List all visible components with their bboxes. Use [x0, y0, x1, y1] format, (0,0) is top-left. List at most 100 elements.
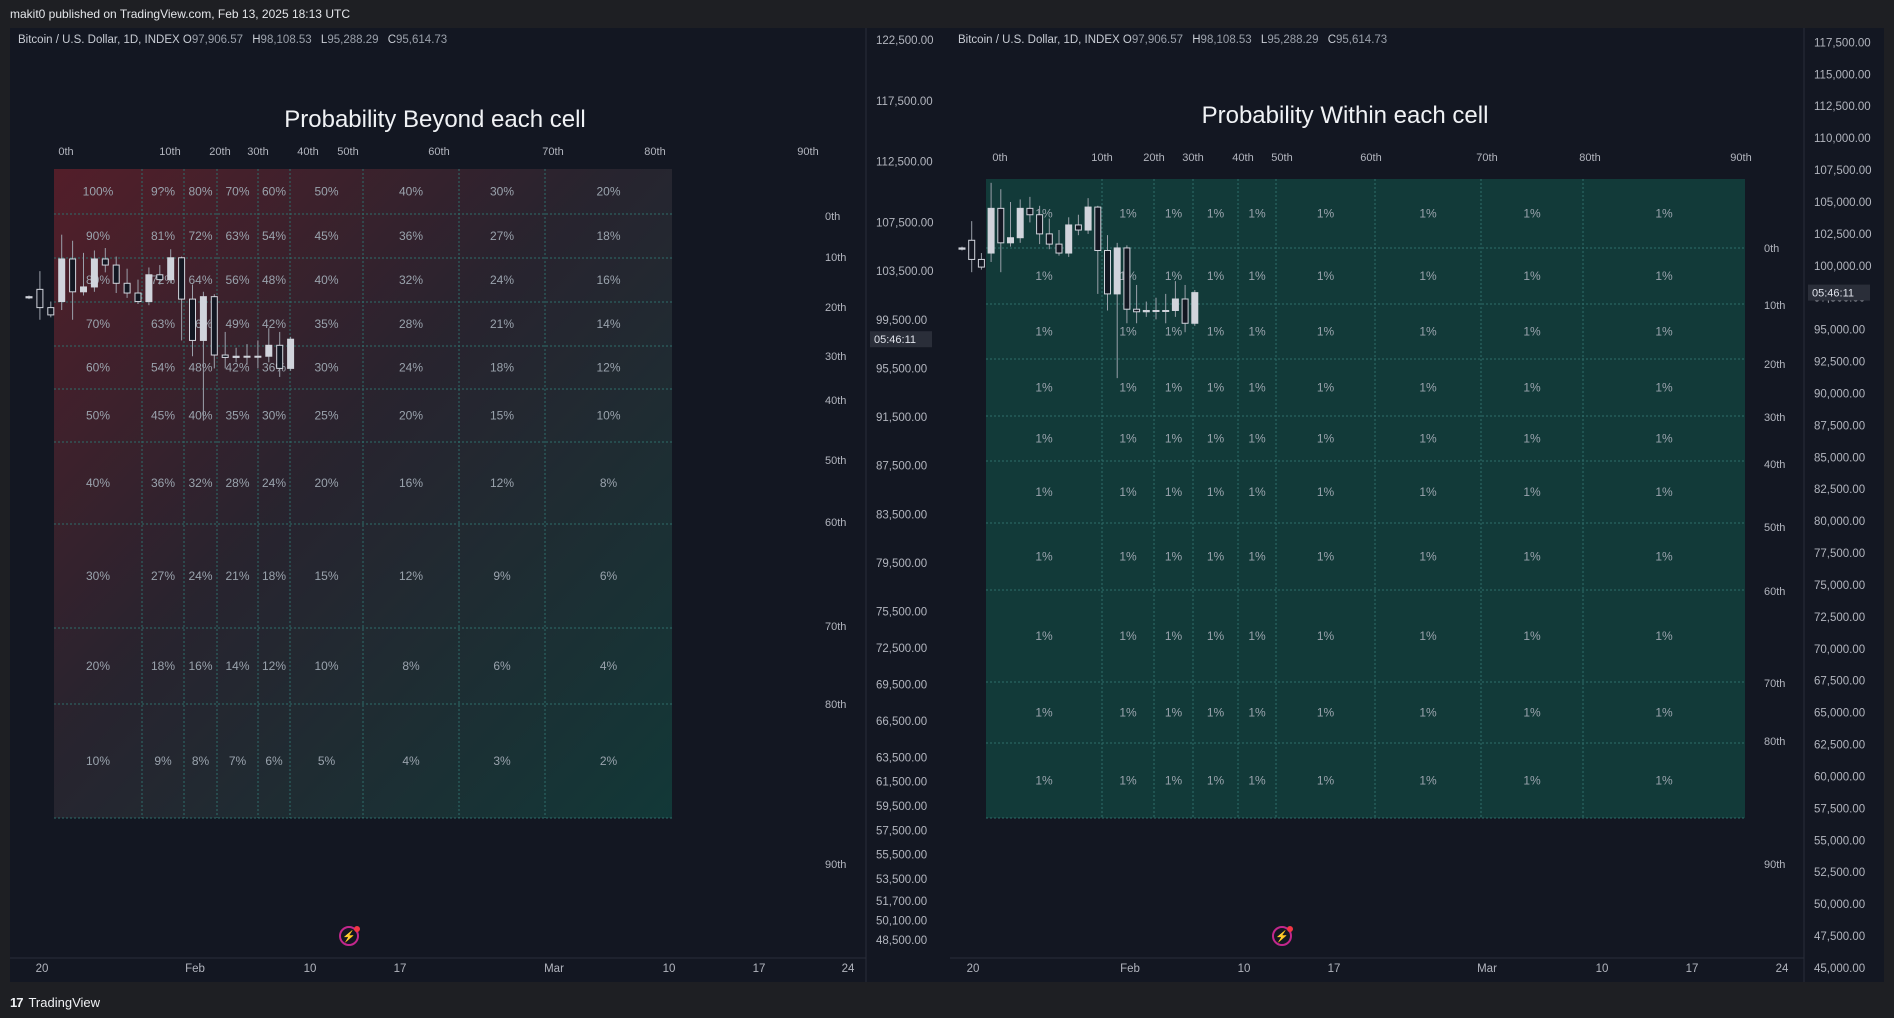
price-tick-label: 53,500.00 [876, 874, 927, 886]
cell-value: 4% [402, 754, 420, 768]
price-tick-label: 87,500.00 [876, 461, 927, 473]
column-label: 20th [1143, 152, 1164, 164]
cell-value: 1% [1317, 550, 1335, 564]
column-label: 80th [1579, 152, 1600, 164]
cell-value: 1% [1165, 706, 1183, 720]
cell-value: 1% [1317, 774, 1335, 788]
column-label: 40th [1232, 152, 1253, 164]
cell-value: 6% [265, 754, 283, 768]
price-tick-label: 115,000.00 [1814, 69, 1871, 81]
cell-value: 1% [1523, 269, 1541, 283]
cell-value: 10% [596, 409, 620, 423]
chart-canvas-beyond[interactable]: 0th 10th 20th 30th 40th 50th 60th 70th 80th 90th 0… [10, 28, 954, 982]
ohlc-high: 98,108.53 [1200, 34, 1252, 46]
cell-value: 1% [1165, 629, 1183, 643]
cell-value: 18% [262, 569, 286, 583]
cell-value: 1% [1207, 432, 1225, 446]
row-label: 60th [1764, 586, 1785, 598]
price-tick-label: 87,500.00 [1814, 420, 1865, 432]
lightning-bolt-icon[interactable]: ⚡ [1272, 926, 1293, 946]
cell-value: 9% [154, 754, 172, 768]
publish-info: makit0 published on TradingView.com, Feb… [10, 7, 350, 21]
symbol-name[interactable]: Bitcoin / U.S. Dollar, 1D, INDEX [958, 34, 1120, 46]
time-tick-label: Feb [185, 963, 205, 975]
cell-value: 1% [1119, 774, 1137, 788]
candle-body [1162, 309, 1170, 312]
cell-value: 1% [1207, 706, 1225, 720]
tradingview-logo-icon[interactable]: 17 TradingView [10, 995, 100, 1010]
cell-value: 21% [225, 569, 249, 583]
price-tick-label: 103,500.00 [876, 266, 934, 278]
cell-value: 1% [1119, 381, 1137, 395]
price-tick-label: 48,500.00 [876, 935, 927, 947]
time-tick-label: 10 [1238, 963, 1251, 975]
candle-body [1171, 298, 1179, 311]
column-label: 20th [209, 146, 230, 158]
candle-body [58, 258, 66, 303]
cell-value: 30% [490, 185, 514, 199]
time-tick-label: 17 [1328, 963, 1341, 975]
candle-body [47, 307, 55, 316]
cell-value: 16% [399, 476, 423, 490]
ohlc-open: 97,906.57 [191, 34, 244, 46]
row-label: 20th [1764, 359, 1785, 371]
candle-body [243, 355, 251, 358]
lightning-bolt-icon[interactable]: ⚡ [339, 926, 360, 946]
cell-value: 1% [1419, 629, 1437, 643]
cell-value: 1% [1035, 432, 1053, 446]
chart-canvas-within[interactable]: 0th 10th 20th 30th 40th 50th 60th 70th 80th 90th 0… [950, 28, 1884, 982]
row-label: 50th [1764, 522, 1785, 534]
cell-value: 1% [1523, 485, 1541, 499]
cell-value: 48% [188, 361, 212, 375]
ohlc-low: 95,288.29 [1267, 34, 1319, 46]
cell-value: 1% [1248, 774, 1266, 788]
cell-value: 1% [1035, 269, 1053, 283]
cell-value: 40% [399, 185, 423, 199]
cell-value: 7% [229, 754, 247, 768]
candle-body [232, 355, 240, 358]
column-label: 10th [1091, 152, 1112, 164]
candle-body [254, 355, 262, 358]
candle-body [134, 292, 142, 303]
cell-value: 60% [86, 361, 110, 375]
candle-body [997, 207, 1005, 244]
candle-body [178, 257, 186, 300]
cell-value: 15% [314, 569, 338, 583]
price-tick-label: 63,500.00 [876, 752, 927, 764]
cell-value: 1% [1119, 550, 1137, 564]
time-tick-label: 17 [1686, 963, 1699, 975]
row-label: 30th [825, 351, 846, 363]
cell-value: 32% [188, 476, 212, 490]
candle-body [958, 247, 966, 250]
cell-value: 70% [86, 317, 110, 331]
price-tick-label: 51,700.00 [876, 896, 927, 908]
row-label: 20th [825, 302, 846, 314]
symbol-name[interactable]: Bitcoin / U.S. Dollar, 1D, INDEX [18, 34, 180, 46]
candle-body [1152, 309, 1160, 312]
cell-value: 70% [225, 185, 249, 199]
time-tick-label: 20 [967, 963, 980, 975]
cell-value: 45% [151, 409, 175, 423]
candle-body [1016, 207, 1024, 239]
price-tick-label: 117,500.00 [876, 96, 933, 108]
cell-value: 20% [86, 659, 110, 673]
price-tick-label: 99,500.00 [876, 315, 927, 327]
chart-pane-beyond[interactable]: 0th 10th 20th 30th 40th 50th 60th 70th 80th 90th 0… [10, 28, 954, 982]
cell-value: 1% [1248, 629, 1266, 643]
candle-body [210, 296, 218, 356]
cell-value: 18% [596, 229, 620, 243]
price-tick-label: 75,000.00 [1814, 580, 1865, 592]
cell-value: 1% [1317, 629, 1335, 643]
cell-value: 1% [1655, 381, 1673, 395]
cell-value: 12% [490, 476, 514, 490]
chart-pane-within[interactable]: 0th 10th 20th 30th 40th 50th 60th 70th 80th 90th 0… [950, 28, 1884, 982]
row-label: 0th [1764, 243, 1779, 255]
candle-body [1181, 298, 1189, 324]
column-label: 50th [1271, 152, 1292, 164]
cell-value: 9% [493, 569, 511, 583]
price-tick-label: 69,500.00 [876, 679, 927, 691]
candle-body [69, 258, 77, 293]
row-label: 10th [1764, 300, 1785, 312]
cell-value: 1% [1248, 485, 1266, 499]
price-tick-label: 102,500.00 [1814, 229, 1872, 241]
